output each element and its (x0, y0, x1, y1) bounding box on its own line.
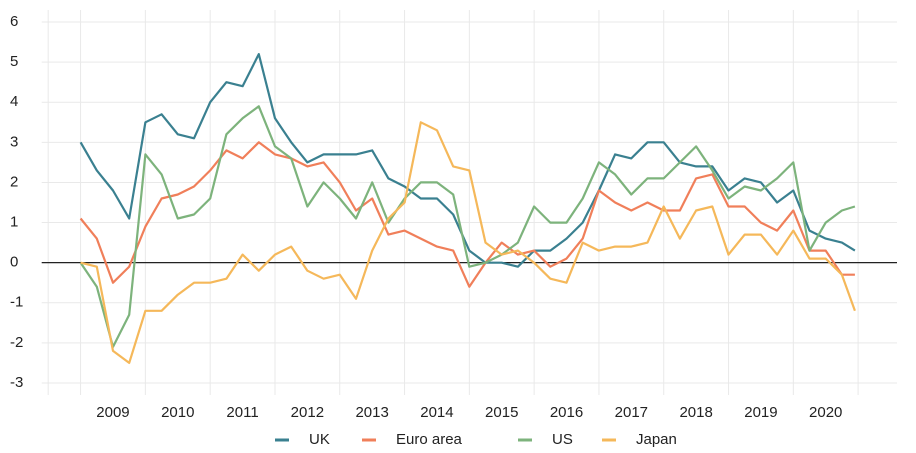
line-series (79, 105, 856, 348)
x-tick-label: 2009 (96, 404, 129, 421)
legend-label: UK (309, 431, 330, 448)
line-series (79, 53, 856, 268)
x-tick-label: 2014 (420, 404, 453, 421)
legend-label: Euro area (396, 431, 463, 448)
x-tick-label: 2017 (615, 404, 648, 421)
y-tick-label: -2 (10, 334, 23, 351)
y-tick-label: 6 (10, 13, 18, 30)
legend-item: US (518, 431, 573, 448)
legend-item: UK (275, 431, 330, 448)
line-series (80, 121, 856, 364)
y-tick-label: 0 (10, 254, 18, 271)
legend-label: Japan (636, 431, 677, 448)
y-tick-label: -3 (10, 374, 23, 391)
y-tick-label: 4 (10, 93, 18, 110)
x-tick-label: 2020 (809, 404, 842, 421)
x-tick-label: 2011 (226, 404, 258, 421)
x-tick-label: 2019 (744, 404, 777, 421)
y-tick-label: -1 (10, 294, 23, 311)
x-tick-label: 2016 (550, 404, 583, 421)
y-tick-label: 3 (10, 133, 18, 150)
x-tick-label: 2012 (291, 404, 324, 421)
y-tick-label: 5 (10, 53, 18, 70)
x-tick-label: 2018 (679, 404, 712, 421)
line-series (79, 141, 855, 288)
x-tick-label: 2010 (161, 404, 194, 421)
y-tick-label: 1 (10, 214, 18, 231)
legend-item: Japan (602, 431, 677, 448)
x-tick-label: 2015 (485, 404, 518, 421)
y-tick-label: 2 (10, 173, 18, 190)
x-tick-label: 2013 (355, 404, 388, 421)
legend-item: Euro area (362, 431, 463, 448)
legend-label: US (552, 431, 573, 448)
